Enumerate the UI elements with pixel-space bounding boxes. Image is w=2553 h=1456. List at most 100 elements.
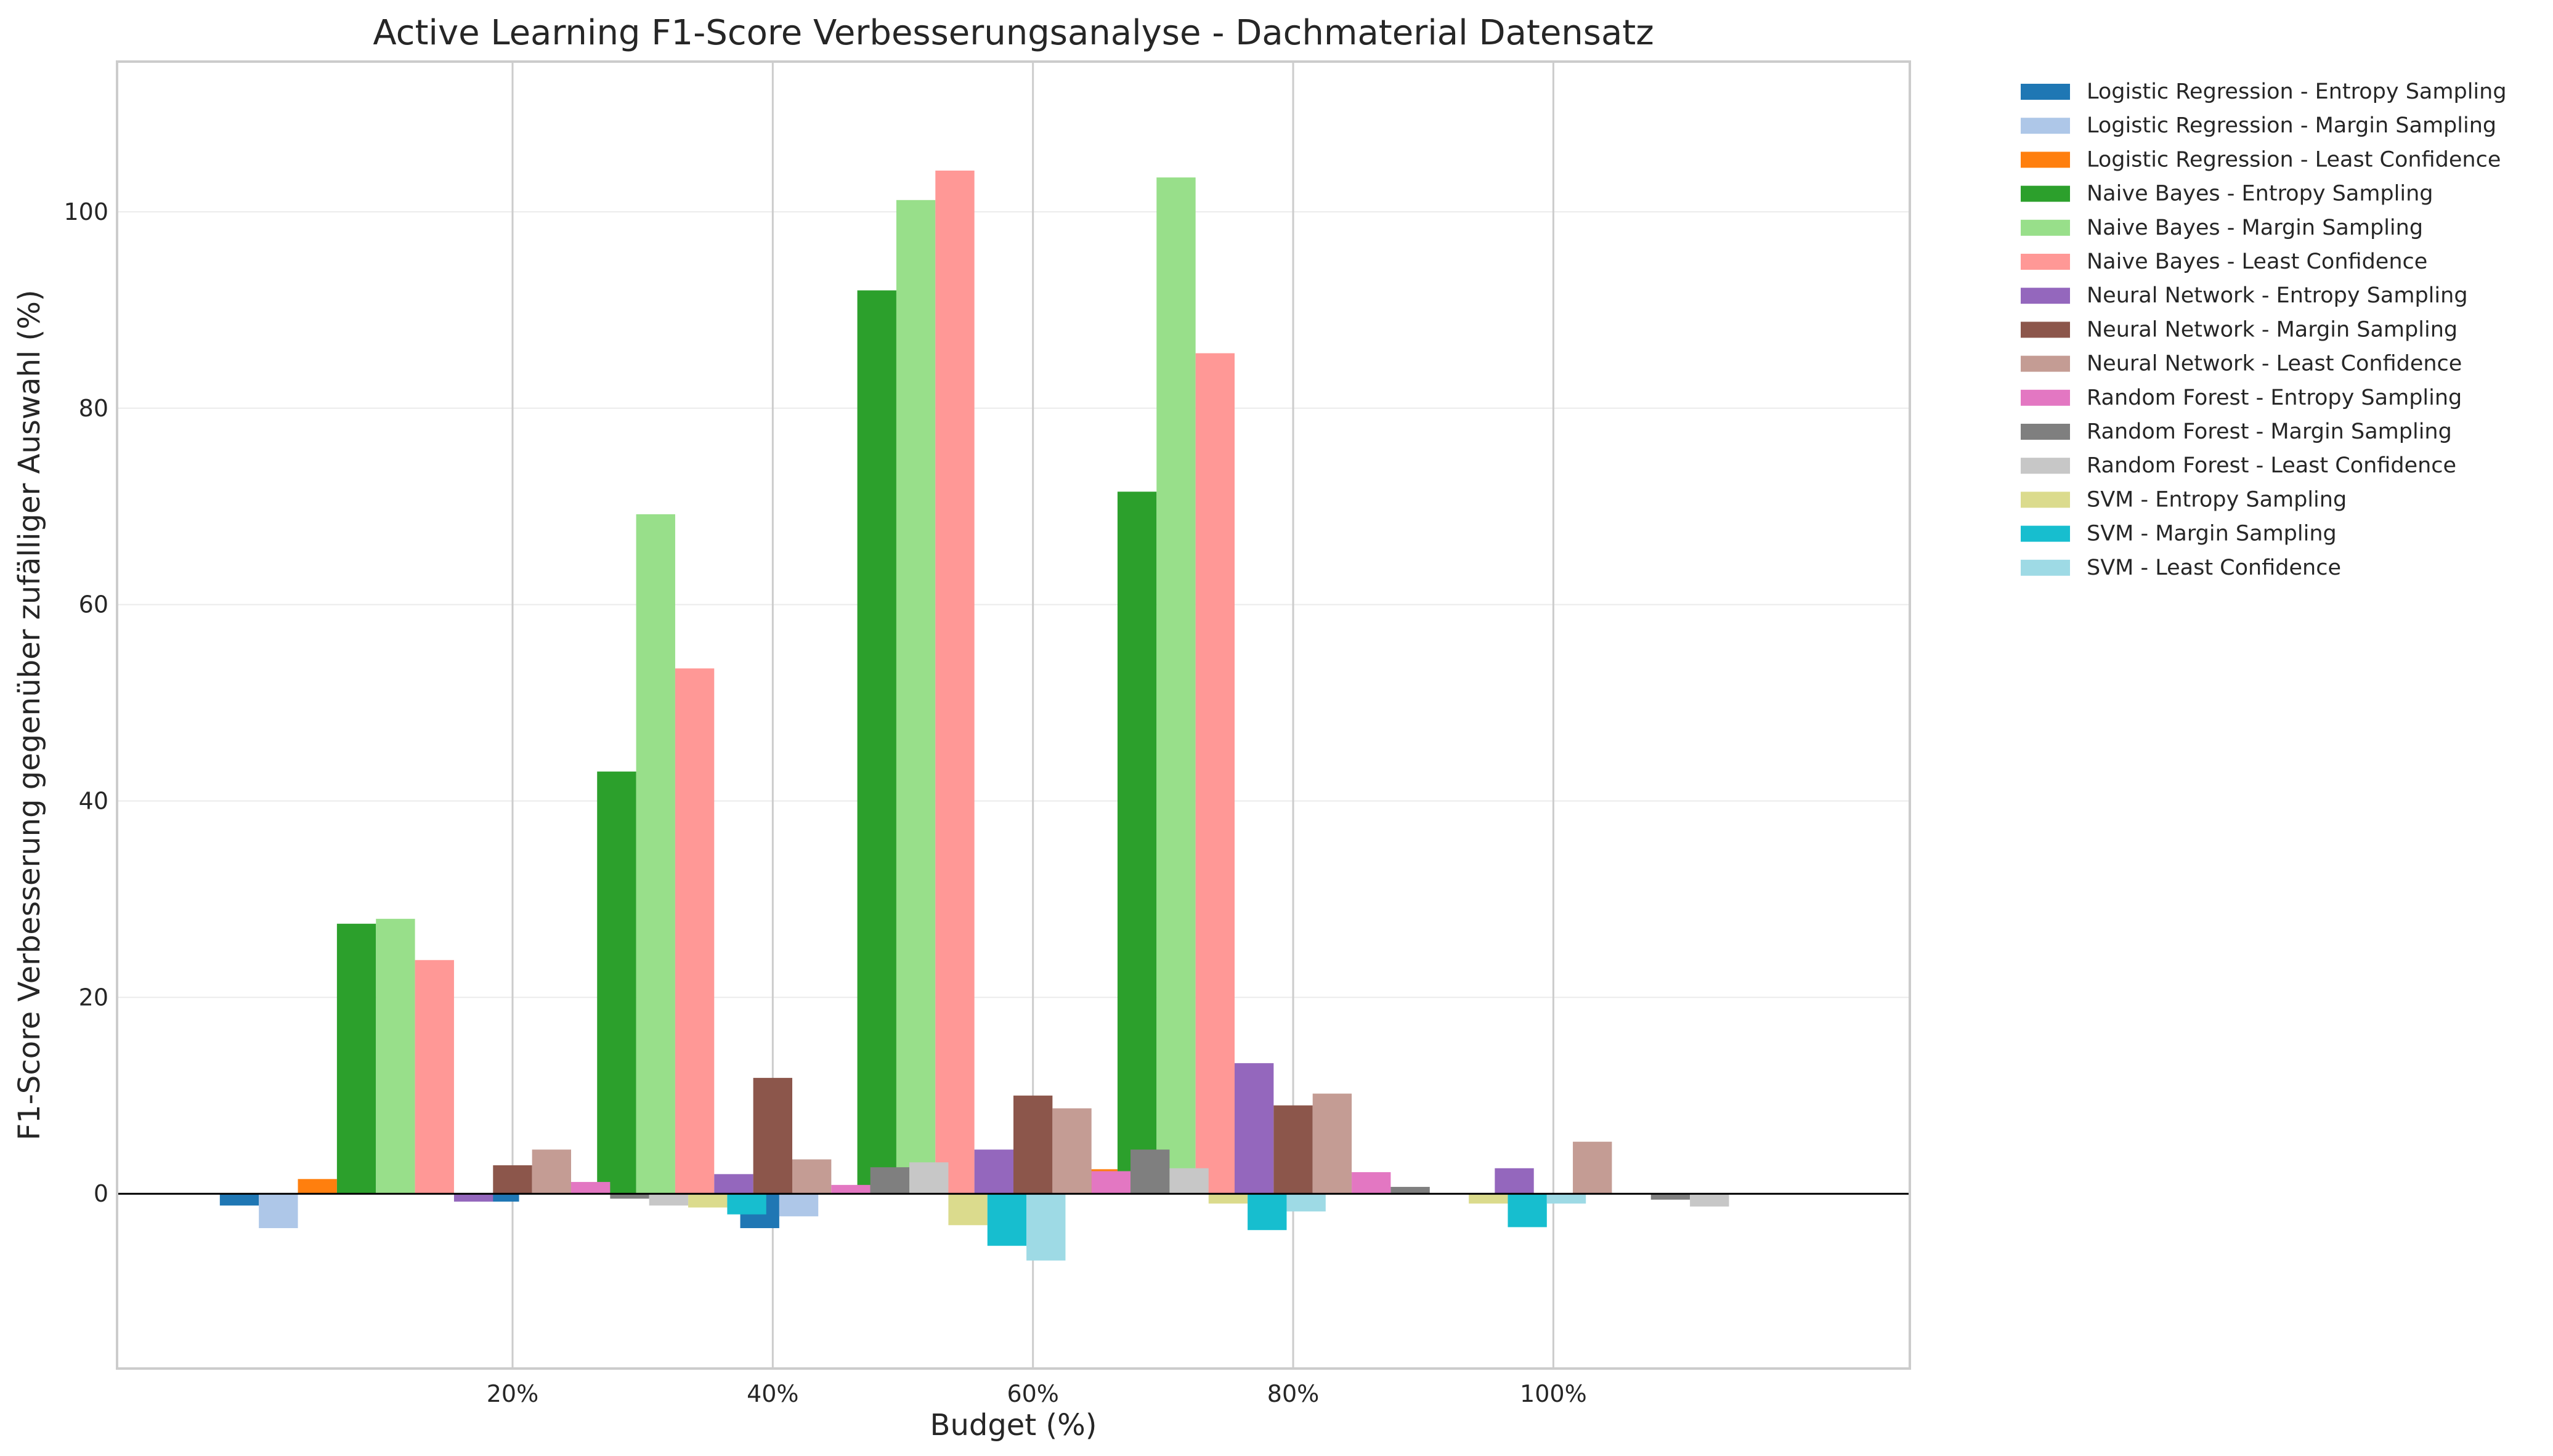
bar [1495, 1168, 1534, 1194]
bar [1508, 1194, 1547, 1227]
legend-swatch [2021, 219, 2070, 236]
bar [1052, 1108, 1092, 1194]
legend-swatch [2021, 152, 2070, 168]
legend-swatch [2021, 389, 2070, 406]
bar [974, 1149, 1013, 1194]
legend-swatch [2021, 491, 2070, 508]
bar [1234, 1063, 1274, 1194]
bar [1248, 1194, 1287, 1231]
bar [376, 918, 415, 1194]
bar [649, 1194, 689, 1206]
bar [935, 170, 975, 1194]
legend-swatch [2021, 525, 2070, 542]
bar [453, 1194, 493, 1202]
bar [948, 1194, 988, 1226]
bar [753, 1078, 793, 1194]
legend-label: Logistic Regression - Margin Sampling [2087, 113, 2496, 138]
legend-swatch [2021, 458, 2070, 474]
legend-swatch [2021, 118, 2070, 134]
bar [1312, 1093, 1352, 1194]
bars [219, 170, 1729, 1261]
bar [298, 1179, 337, 1194]
y-tick-label: 40 [79, 788, 108, 815]
y-tick-labels: 0 20 40 60 80 100 [63, 198, 108, 1207]
plot-frame [116, 60, 1911, 1370]
bar [675, 668, 715, 1194]
legend-swatch [2021, 288, 2070, 304]
bar [597, 771, 636, 1194]
bar [1169, 1168, 1209, 1194]
bar [896, 200, 936, 1194]
legend-swatch [2021, 322, 2070, 338]
y-tick-label: 100 [63, 198, 108, 225]
bar [1286, 1194, 1326, 1211]
legend-label: Random Forest - Least Confidence [2087, 453, 2456, 478]
bar [1573, 1141, 1612, 1194]
bar [1352, 1172, 1391, 1194]
bar [1469, 1194, 1508, 1204]
bar [1273, 1105, 1313, 1194]
legend-label: Random Forest - Entropy Sampling [2087, 386, 2462, 410]
legend-swatch [2021, 84, 2070, 100]
bar [219, 1194, 259, 1206]
bar [857, 290, 896, 1194]
bar [909, 1162, 949, 1194]
bar [727, 1194, 766, 1215]
y-tick-label: 60 [79, 591, 108, 618]
legend-swatch [2021, 254, 2070, 270]
chart-title: Active Learning F1-Score Verbesserungsan… [373, 13, 1654, 53]
y-axis-label: F1-Score Verbesserung gegenüber zufällig… [12, 289, 47, 1140]
legend-label: Random Forest - Margin Sampling [2087, 419, 2452, 444]
legend-label: Naive Bayes - Least Confidence [2087, 249, 2427, 274]
legend-swatch [2021, 185, 2070, 202]
bar [1390, 1187, 1430, 1194]
bar [1690, 1194, 1729, 1207]
bar [1546, 1194, 1586, 1204]
bar [571, 1182, 611, 1194]
y-tick-label: 80 [79, 395, 108, 422]
legend-swatch [2021, 355, 2070, 372]
bar [1026, 1194, 1066, 1261]
bar [1091, 1171, 1131, 1194]
bar [1195, 353, 1235, 1194]
legend: Logistic Regression - Entropy Sampling Lo… [2021, 79, 2507, 580]
x-tick-labels: 20% 40% 60% 80% 100% [487, 1380, 1587, 1407]
legend-label: Neural Network - Entropy Sampling [2087, 283, 2468, 308]
y-tick-label: 0 [94, 1180, 108, 1207]
bar [415, 960, 454, 1194]
bar [610, 1194, 649, 1199]
x-tick-label: 60% [1007, 1380, 1058, 1407]
bar [714, 1174, 753, 1194]
x-tick-label: 40% [747, 1380, 798, 1407]
bar [987, 1194, 1027, 1246]
bar [1013, 1095, 1053, 1194]
legend-swatch [2021, 559, 2070, 576]
bar [1117, 491, 1157, 1194]
bar [779, 1194, 819, 1216]
bar [792, 1159, 832, 1194]
legend-label: Neural Network - Margin Sampling [2087, 317, 2458, 342]
x-tick-label: 80% [1267, 1380, 1319, 1407]
x-tick-label: 100% [1520, 1380, 1587, 1407]
bar [532, 1149, 572, 1194]
bar [1208, 1194, 1248, 1204]
legend-label: Naive Bayes - Margin Sampling [2087, 216, 2423, 240]
x-tick-label: 20% [487, 1380, 538, 1407]
legend-label: Neural Network - Least Confidence [2087, 352, 2462, 376]
legend-swatch [2021, 424, 2070, 440]
y-tick-label: 20 [79, 984, 108, 1011]
bar [259, 1194, 298, 1229]
legend-label: SVM - Least Confidence [2087, 556, 2341, 580]
bar [493, 1165, 532, 1194]
bar [1156, 177, 1196, 1194]
bar [336, 923, 376, 1194]
bar [870, 1167, 910, 1194]
bar [1130, 1149, 1170, 1194]
legend-label: SVM - Margin Sampling [2087, 522, 2337, 546]
x-axis-label: Budget (%) [930, 1408, 1097, 1442]
legend-label: Logistic Regression - Entropy Sampling [2087, 79, 2507, 104]
legend-label: SVM - Entropy Sampling [2087, 487, 2347, 512]
bar [636, 514, 675, 1194]
legend-label: Logistic Regression - Least Confidence [2087, 147, 2501, 172]
